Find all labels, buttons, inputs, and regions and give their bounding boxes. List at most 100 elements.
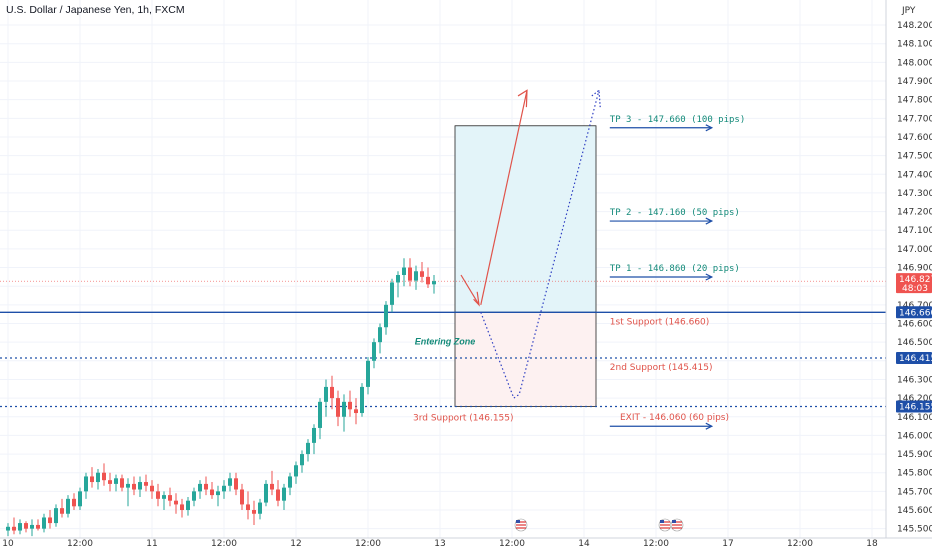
last-price-badge (896, 273, 932, 294)
us-flag-icon (514, 518, 528, 532)
tp1-arrowhead (705, 273, 714, 281)
candle-body (330, 386, 334, 399)
y-tick-label: 147.900 (897, 77, 932, 87)
x-tick-label: 17 (722, 539, 733, 549)
candles (6, 258, 436, 537)
us-flag-icon (658, 518, 672, 532)
candle-body (42, 517, 46, 529)
candle-body (126, 483, 130, 488)
x-tick-label: 13 (434, 539, 445, 549)
candle-body (12, 526, 16, 531)
candle-body (420, 271, 424, 277)
y-tick-label: 146.600 (897, 319, 932, 329)
candle-body (168, 495, 172, 501)
candle-body (162, 495, 166, 499)
exit-label: EXIT - 146.060 (60 pips) (620, 413, 729, 423)
flag-canton (672, 520, 676, 523)
candle-body (24, 523, 28, 529)
candle-body (336, 398, 340, 417)
candle-body (180, 504, 184, 511)
candle-body (288, 476, 292, 488)
y-tick-label: 147.600 (897, 133, 932, 143)
x-tick-label: 12 (290, 539, 301, 549)
candle-body (156, 491, 160, 499)
y-tick-label: 147.300 (897, 189, 932, 199)
x-tick-label: 12:00 (355, 539, 381, 549)
y-tick-label: 147.700 (897, 114, 932, 124)
y-tick-label: 146.000 (897, 431, 932, 441)
candle-body (150, 485, 154, 492)
candle-body (366, 360, 370, 387)
x-tick-label: 12:00 (787, 539, 813, 549)
candle-body (300, 454, 304, 466)
y-tick-label: 146.900 (897, 264, 932, 274)
candle-body (372, 342, 376, 361)
candle-body (402, 267, 406, 275)
flag-canton (516, 520, 520, 523)
candle-body (216, 491, 220, 496)
x-tick-label: 18 (866, 539, 878, 549)
x-tick-label: 12:00 (67, 539, 93, 549)
time-axis: 10 12:00 11 12:00 12 12:00 13 12:00 14 12:00 17 12:… (0, 518, 932, 549)
support2-label: 2nd Support (145.415) (610, 363, 713, 373)
candle-body (396, 275, 400, 283)
tp3-label: TP 3 - 147.660 (100 pips) (610, 115, 745, 125)
y-tick-label: 147.500 (897, 152, 932, 162)
candle-body (90, 476, 94, 483)
candle-body (258, 502, 262, 514)
x-tick-label: 14 (578, 539, 590, 549)
candle-body (252, 510, 256, 514)
candle-body (198, 483, 202, 492)
candle-body (408, 267, 412, 281)
level-badge (896, 306, 932, 319)
last-price-value: 146.827 (899, 275, 932, 285)
candle-body (108, 480, 112, 484)
candle-body (132, 483, 136, 490)
y-tick-label: 145.800 (897, 469, 932, 479)
flag-canton (660, 520, 664, 523)
y-tick-label: 146.500 (897, 338, 932, 348)
y-tick-label: 147.000 (897, 245, 932, 255)
candle-body (342, 401, 346, 417)
candle-body (48, 517, 52, 524)
candle-body (186, 500, 190, 511)
candle-body (312, 427, 316, 443)
candle-body (66, 498, 70, 514)
level-badge-value: 146.155 (899, 403, 932, 413)
candle-body (294, 465, 298, 477)
y-tick-label: 148.000 (897, 58, 932, 68)
candle-body (6, 526, 10, 531)
last-price-countdown: 48:03 (902, 284, 928, 294)
candle-body (210, 489, 214, 496)
tp2-arrowhead (705, 217, 714, 225)
y-tick-label: 147.100 (897, 226, 932, 236)
chart-title: U.S. Dollar / Japanese Yen, 1h, FXCM (6, 4, 185, 16)
x-tick-label: 12:00 (499, 539, 525, 549)
x-tick-label: 12:00 (211, 539, 237, 549)
candle-body (378, 327, 382, 343)
candle-body (228, 478, 232, 486)
position-box (454, 125, 597, 407)
y-tick-label: 146.200 (897, 394, 932, 404)
candle-body (270, 483, 274, 490)
candle-body (84, 476, 88, 492)
candle-body (354, 409, 358, 414)
y-tick-label: 148.100 (897, 40, 932, 50)
candle-body (324, 386, 328, 402)
bullish-arrow (480, 90, 528, 305)
candle-body (426, 276, 430, 285)
candle-body (192, 491, 196, 501)
entering-zone-label: Entering Zone (415, 336, 476, 346)
candle-body (114, 478, 118, 484)
candle-body (78, 491, 82, 507)
tp1-label: TP 1 - 146.860 (20 pips) (610, 264, 740, 274)
candle-body (72, 498, 76, 507)
level-badge-value: 146.415 (899, 354, 932, 364)
projection-arrows (460, 89, 601, 400)
y-tick-label: 146.300 (897, 375, 932, 385)
candle-body (240, 489, 244, 505)
bullish-arrowhead (517, 89, 528, 108)
candle-body (276, 489, 280, 501)
level-badge-value: 146.660 (899, 308, 932, 318)
